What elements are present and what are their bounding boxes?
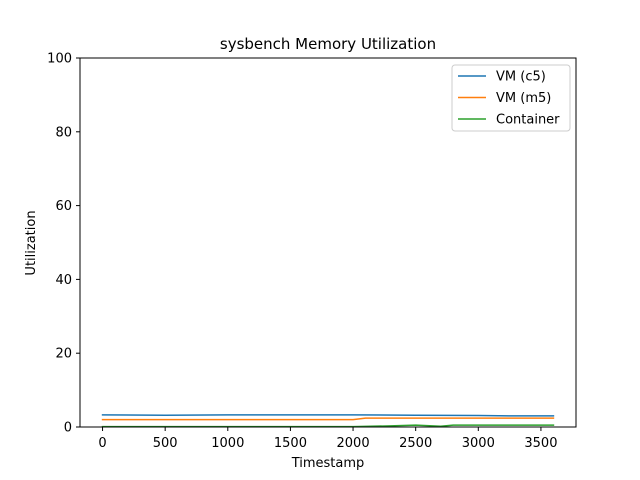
y-axis-label: Utilization xyxy=(24,210,39,275)
x-tick-label-0: 0 xyxy=(98,436,106,451)
y-tick-label-0: 0 xyxy=(64,421,72,436)
x-tick-label-3: 1500 xyxy=(274,436,307,451)
y-tick-label-2: 40 xyxy=(55,273,72,288)
x-tick-label-2: 1000 xyxy=(211,436,244,451)
y-tick-label-3: 60 xyxy=(55,199,72,214)
series-line-1 xyxy=(101,417,555,421)
x-tick-label-1: 500 xyxy=(153,436,178,451)
legend-box xyxy=(451,64,571,132)
legend-label-0: VM (c5) xyxy=(496,70,546,85)
x-tick-label-5: 2500 xyxy=(399,436,432,451)
y-tick-label-5: 100 xyxy=(47,52,72,67)
x-tick-label-4: 2000 xyxy=(337,436,370,451)
legend-label-1: VM (m5) xyxy=(496,91,551,106)
x-tick-label-6: 3000 xyxy=(462,436,495,451)
plot-area: 0 500 1000 1500 2000 2500 3000 3500 0 20 40 60 80 100 xyxy=(47,52,577,451)
x-tick-label-7: 3500 xyxy=(524,436,557,451)
series-line-0 xyxy=(101,414,555,417)
legend: VM (c5) VM (m5) Container xyxy=(451,64,571,132)
axes-frame xyxy=(79,57,577,428)
y-tick-label-1: 20 xyxy=(55,347,72,362)
x-axis-label: Timestamp xyxy=(291,456,365,471)
legend-label-2: Container xyxy=(496,113,560,128)
y-tick-label-4: 80 xyxy=(55,125,72,140)
chart-title: sysbench Memory Utilization xyxy=(220,35,436,53)
